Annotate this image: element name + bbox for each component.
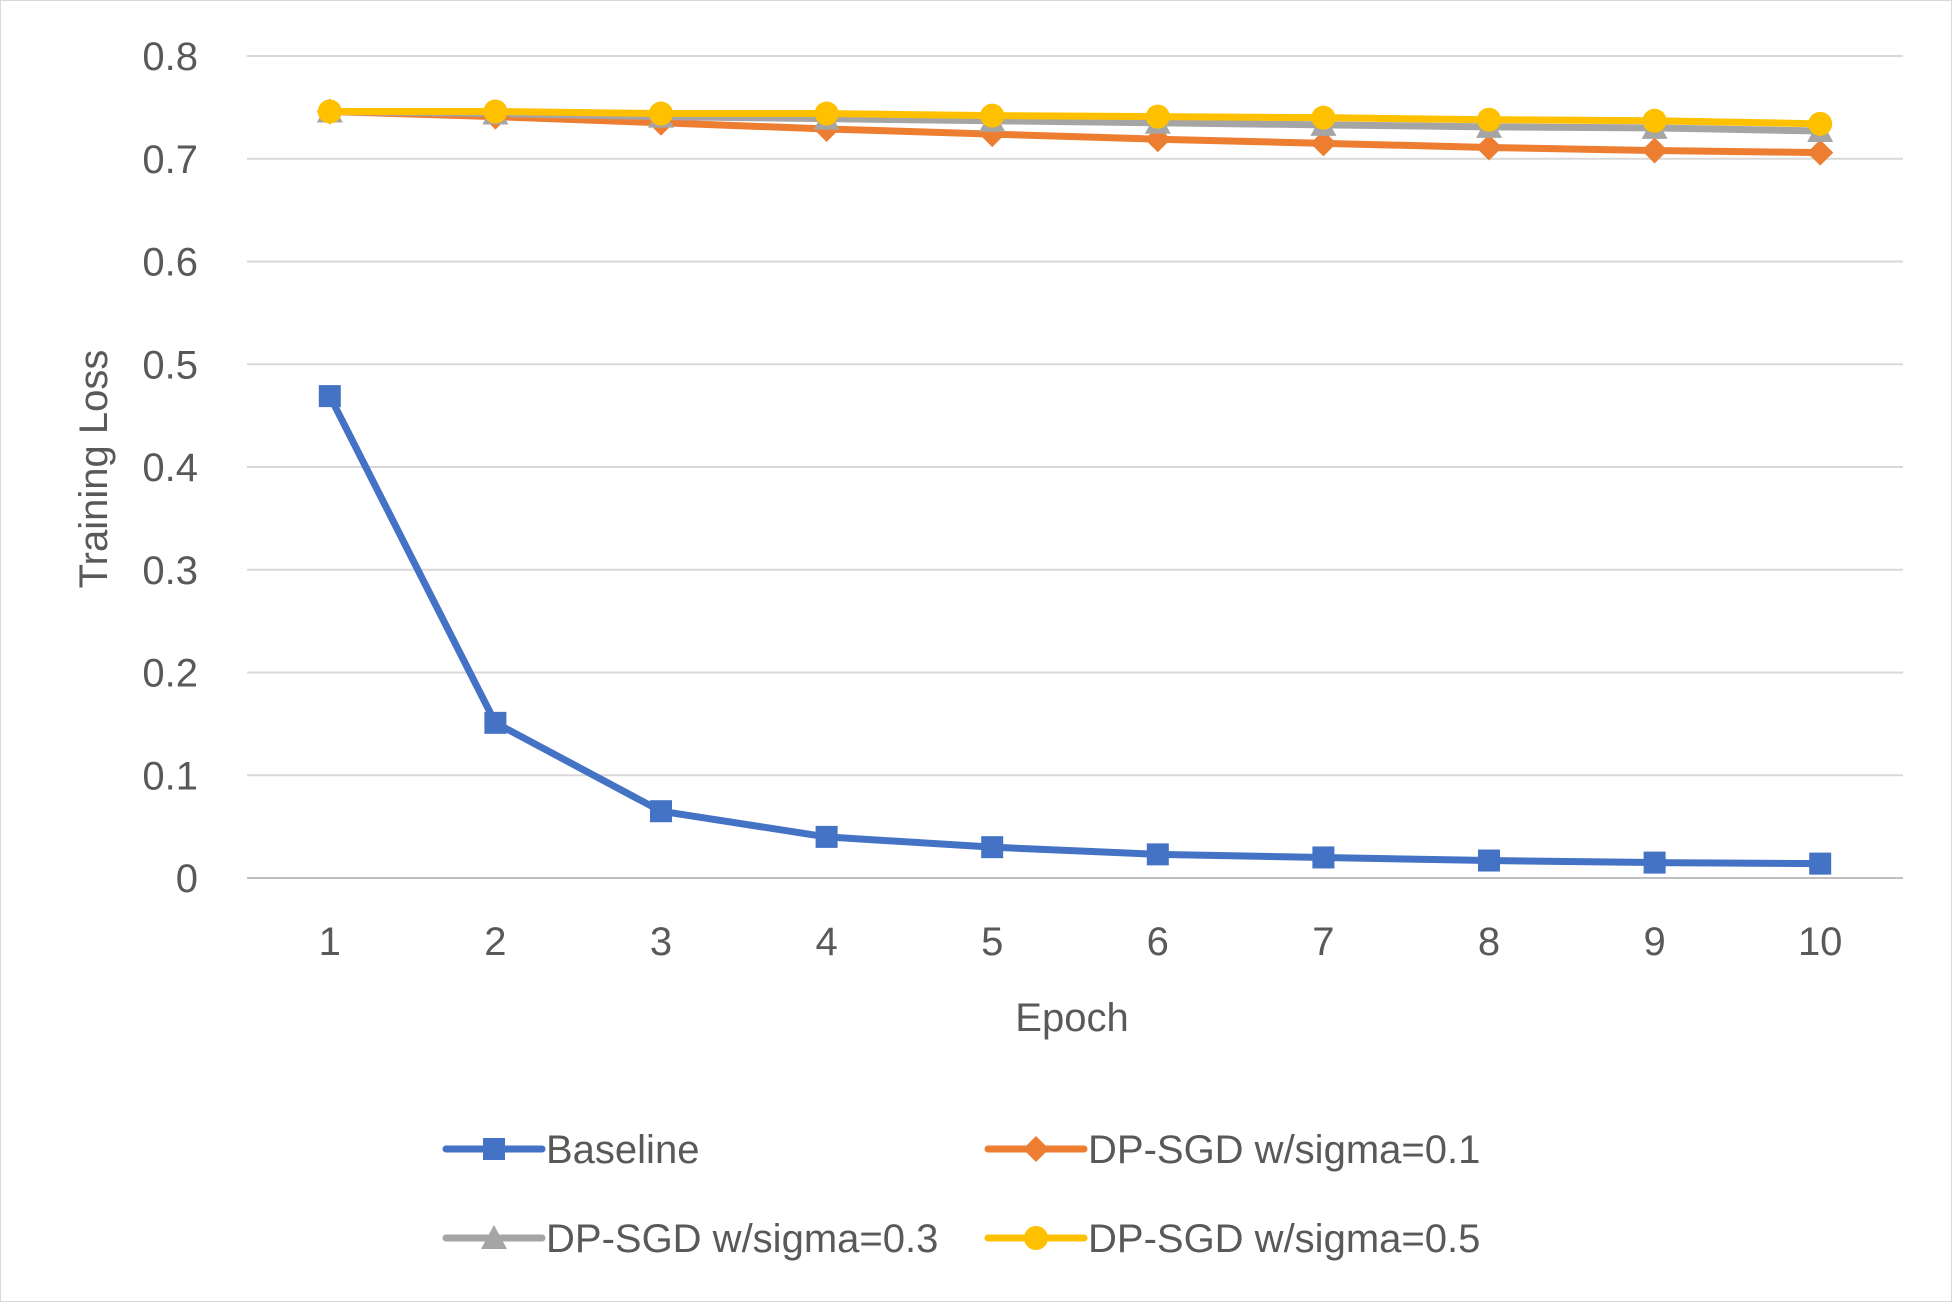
data-point-circle <box>483 99 508 124</box>
data-point-diamond <box>1641 137 1668 164</box>
y-axis-title: Training Loss <box>72 350 116 589</box>
data-point-square <box>1146 843 1169 866</box>
legend-label: Baseline <box>546 1128 699 1172</box>
y-tick-label: 0.5 <box>142 343 198 387</box>
series-markers <box>316 98 1834 875</box>
y-tick-label: 0 <box>176 857 198 901</box>
data-point-circle <box>814 101 839 126</box>
data-point-square <box>1643 851 1666 874</box>
data-point-diamond <box>1476 134 1502 161</box>
y-tick-label: 0.8 <box>142 35 198 79</box>
data-point-square <box>484 711 507 734</box>
x-tick-label: 1 <box>319 920 341 964</box>
data-point-square <box>1809 852 1832 875</box>
data-point-circle <box>980 103 1005 128</box>
y-tick-label: 0.2 <box>142 652 198 696</box>
data-point-square <box>318 385 341 408</box>
x-tick-labels: 1 2 3 4 5 6 7 8 9 10 <box>319 920 1843 964</box>
data-point-circle <box>1145 104 1170 129</box>
data-point-square <box>815 825 838 848</box>
data-point-circle <box>1477 107 1501 132</box>
x-tick-label: 2 <box>484 920 506 964</box>
data-point-square <box>483 1138 505 1160</box>
x-tick-label: 3 <box>650 920 672 964</box>
x-tick-label: 7 <box>1312 920 1334 964</box>
data-point-square <box>1312 846 1335 869</box>
data-point-diamond <box>1023 1136 1049 1162</box>
gridlines <box>247 55 1903 879</box>
data-point-triangle <box>481 1225 507 1249</box>
y-tick-label: 0.1 <box>142 754 198 798</box>
x-tick-label: 5 <box>981 920 1003 964</box>
data-point-diamond <box>1144 126 1171 153</box>
x-tick-label: 8 <box>1478 920 1500 964</box>
legend: Baseline DP-SGD w/sigma=0.1 DP-SGD w/sigma… <box>442 1128 1480 1261</box>
y-tick-label: 0.7 <box>142 138 198 182</box>
y-tick-label: 0.4 <box>142 446 198 490</box>
data-point-diamond <box>1310 130 1337 157</box>
series-line <box>326 392 1824 868</box>
data-point-square <box>1478 849 1500 872</box>
data-point-circle <box>1808 111 1833 136</box>
y-tick-labels: 0 0.1 0.2 0.3 0.4 0.5 0.6 0.7 0.8 <box>142 35 198 901</box>
data-point-square <box>650 800 672 823</box>
legend-label: DP-SGD w/sigma=0.1 <box>1088 1128 1480 1172</box>
data-point-circle <box>1642 108 1667 133</box>
data-point-circle <box>317 99 342 124</box>
series-lines <box>326 107 1824 868</box>
x-tick-label: 10 <box>1798 920 1843 964</box>
series-line <box>326 107 1824 157</box>
x-tick-label: 9 <box>1643 920 1665 964</box>
data-point-square <box>981 836 1004 859</box>
data-point-diamond <box>1807 139 1834 166</box>
x-tick-label: 4 <box>815 920 837 964</box>
x-tick-label: 6 <box>1147 920 1169 964</box>
data-point-circle <box>649 101 673 126</box>
y-tick-label: 0.3 <box>142 549 198 593</box>
y-tick-label: 0.6 <box>142 241 198 285</box>
data-point-circle <box>1311 105 1336 130</box>
legend-label: DP-SGD w/sigma=0.3 <box>546 1217 938 1261</box>
x-axis-title: Epoch <box>1015 996 1128 1040</box>
data-point-circle <box>1024 1226 1048 1250</box>
legend-label: DP-SGD w/sigma=0.5 <box>1088 1217 1480 1261</box>
series-line <box>326 107 1824 128</box>
